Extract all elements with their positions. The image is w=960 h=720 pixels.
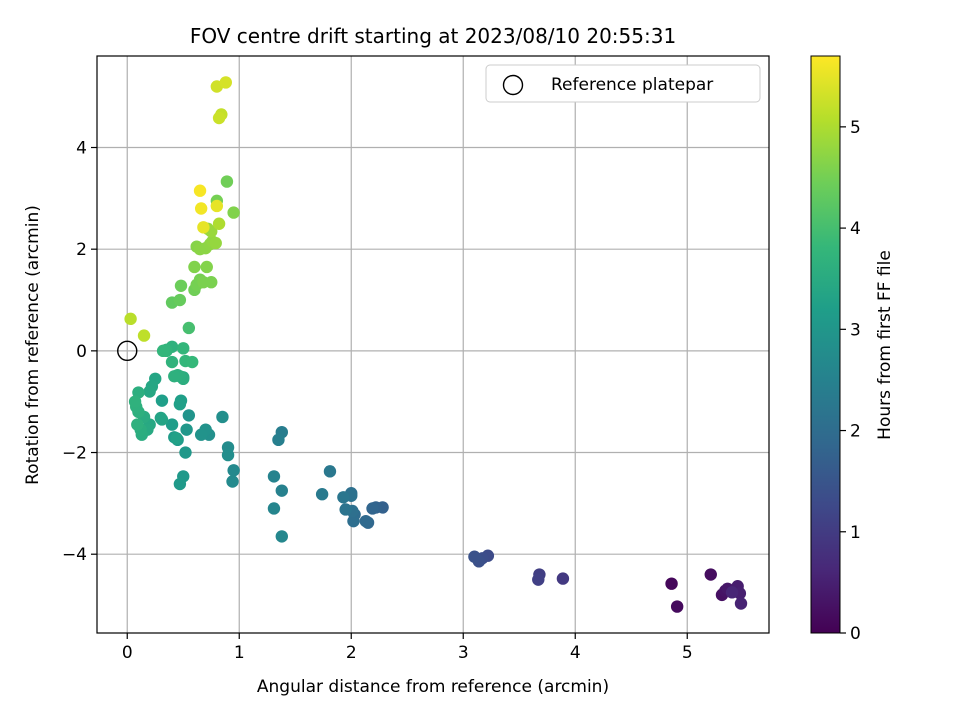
colorbar-tick-label: 3 <box>850 320 861 340</box>
data-point <box>227 206 240 219</box>
data-point <box>155 413 169 426</box>
data-point <box>323 465 337 478</box>
grid <box>97 56 769 633</box>
x-tick-label: 0 <box>122 643 133 663</box>
legend: Reference platepar <box>485 64 761 103</box>
data-point <box>170 432 183 445</box>
data-point <box>267 502 281 515</box>
data-point <box>221 448 235 462</box>
data-point <box>182 321 196 335</box>
data-point <box>725 586 739 599</box>
data-point <box>227 464 240 477</box>
data-point <box>177 342 190 355</box>
data-point <box>124 312 137 326</box>
data-point <box>315 488 329 501</box>
data-point <box>193 184 207 197</box>
y-tick-label: 4 <box>76 139 87 159</box>
data-point <box>186 355 199 369</box>
data-point <box>155 394 169 407</box>
x-tick-label: 3 <box>458 643 469 663</box>
y-tick-label: −2 <box>62 444 87 464</box>
data-point <box>168 370 181 383</box>
data-point <box>194 428 208 441</box>
data-point <box>468 550 481 563</box>
data-point <box>339 503 352 516</box>
x-tick-label: 2 <box>346 643 357 663</box>
data-point <box>143 385 156 398</box>
x-tick-label: 5 <box>682 643 693 663</box>
data-point <box>173 477 187 491</box>
data-point <box>532 573 545 586</box>
y-tick-label: −4 <box>62 545 87 565</box>
reference-platepar-marker <box>117 340 138 362</box>
data-point <box>156 344 170 358</box>
data-point <box>165 418 179 431</box>
data-point <box>366 502 379 515</box>
y-tick-label: 0 <box>76 342 87 362</box>
data-point <box>220 175 234 188</box>
colorbar-tick-label: 2 <box>850 422 861 442</box>
colorbar-label: Hours from first FF file <box>875 250 895 440</box>
data-point <box>665 577 678 590</box>
data-point <box>347 514 360 528</box>
legend-box <box>485 64 761 103</box>
data-points <box>117 76 748 613</box>
data-point <box>209 236 222 250</box>
legend-marker-icon <box>502 74 524 96</box>
y-axis-label: Rotation from reference (arcmin) <box>23 205 43 485</box>
colorbar-ticks: 0 1 2 3 4 5 <box>840 118 861 644</box>
plot-frame <box>96 55 770 634</box>
data-point <box>205 276 218 289</box>
data-point <box>556 572 570 585</box>
data-point <box>275 530 288 543</box>
data-point <box>197 221 210 234</box>
data-point <box>216 410 229 424</box>
colorbar: 0 1 2 3 4 5 Hours from first FF file <box>810 55 895 644</box>
data-point <box>179 446 192 459</box>
data-point <box>137 329 151 342</box>
data-point <box>131 418 144 431</box>
data-point <box>174 279 188 292</box>
colorbar-tick-label: 4 <box>850 219 861 239</box>
x-tick-label: 4 <box>570 643 581 663</box>
data-point <box>194 202 208 215</box>
legend-label: Reference platepar <box>551 75 713 95</box>
data-point <box>359 514 372 528</box>
colorbar-gradient <box>810 55 841 634</box>
data-point <box>128 395 142 408</box>
data-point <box>188 260 201 274</box>
data-point <box>337 491 350 504</box>
colorbar-tick-label: 0 <box>850 624 861 644</box>
data-point <box>182 409 196 422</box>
data-point <box>210 199 224 213</box>
data-point <box>219 76 232 89</box>
data-point <box>165 355 179 369</box>
data-point <box>734 597 748 610</box>
colorbar-tick-label: 5 <box>850 118 861 138</box>
colorbar-tick-label: 1 <box>850 523 861 543</box>
data-point <box>267 470 281 483</box>
y-tick-label: 2 <box>76 240 87 260</box>
x-axis-label: Angular distance from reference (arcmin) <box>257 677 609 697</box>
data-point <box>173 293 187 307</box>
data-point <box>173 398 187 411</box>
data-point <box>226 475 239 488</box>
data-point <box>670 600 684 613</box>
data-point <box>180 423 193 436</box>
chart-title: FOV centre drift starting at 2023/08/10 … <box>190 24 676 48</box>
data-point <box>200 260 213 274</box>
x-tick-label: 1 <box>234 643 245 663</box>
x-axis-ticks: 0 1 2 3 4 5 <box>122 633 693 663</box>
data-point <box>212 111 226 125</box>
data-point <box>212 217 226 230</box>
data-point <box>275 484 288 497</box>
data-point <box>272 433 285 447</box>
y-axis-ticks: −4 −2 0 2 4 <box>62 139 97 565</box>
data-point <box>704 568 717 581</box>
